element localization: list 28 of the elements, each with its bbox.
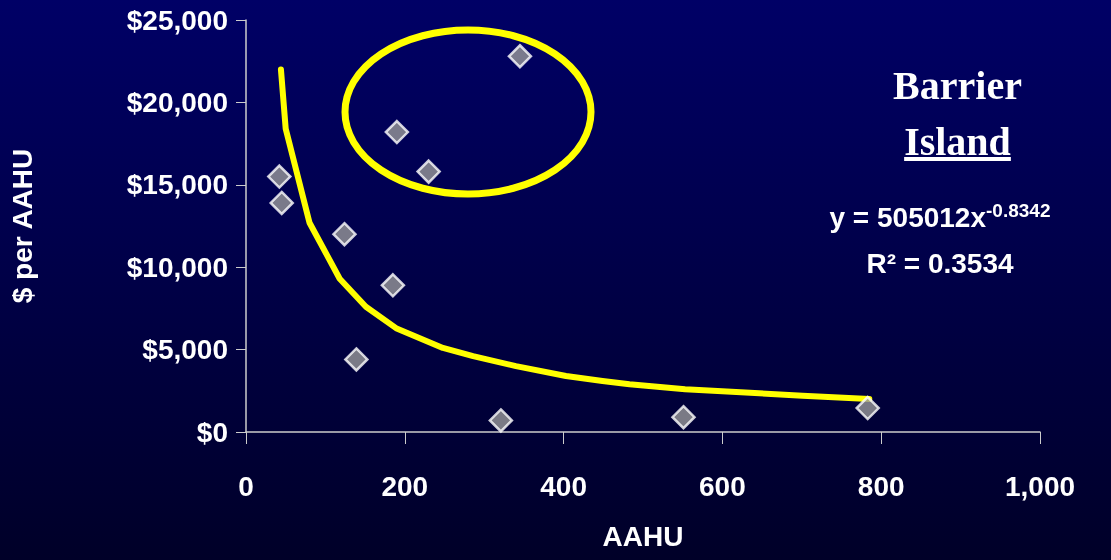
- x-tick-label: 0: [238, 470, 254, 502]
- y-axis-title: $ per AAHU: [6, 148, 38, 304]
- y-tick-label: $20,000: [126, 86, 228, 118]
- point: [507, 44, 533, 69]
- point: [855, 395, 880, 421]
- point: [380, 273, 406, 298]
- y-tick-label: $0: [196, 416, 228, 448]
- x-tick-label: 200: [381, 470, 429, 502]
- x-tick-label: 600: [699, 470, 746, 502]
- annotation: y = 505012x$^{-0.8342}$: [828, 199, 1052, 236]
- x-axis-title: AAHU: [602, 520, 684, 552]
- annotation: R² = 0.3534: [865, 247, 1015, 282]
- point: [344, 347, 369, 372]
- y-tick-label: $5,000: [142, 334, 228, 366]
- point: [488, 408, 514, 433]
- point: [416, 159, 441, 184]
- x-tick-label: 400: [540, 470, 587, 502]
- point: [332, 221, 357, 247]
- y-tick-label: $15,000: [126, 169, 228, 201]
- point: [384, 119, 410, 145]
- y-tick-label: $25,000: [126, 4, 228, 36]
- y-tick-label: $10,000: [126, 251, 228, 283]
- point: [267, 164, 292, 189]
- text: Barrier Island: [893, 63, 1022, 164]
- x-tick-label: 800: [857, 470, 905, 502]
- point: [671, 404, 696, 430]
- x-tick-label: 1,000: [1004, 470, 1076, 502]
- point: [269, 190, 294, 216]
